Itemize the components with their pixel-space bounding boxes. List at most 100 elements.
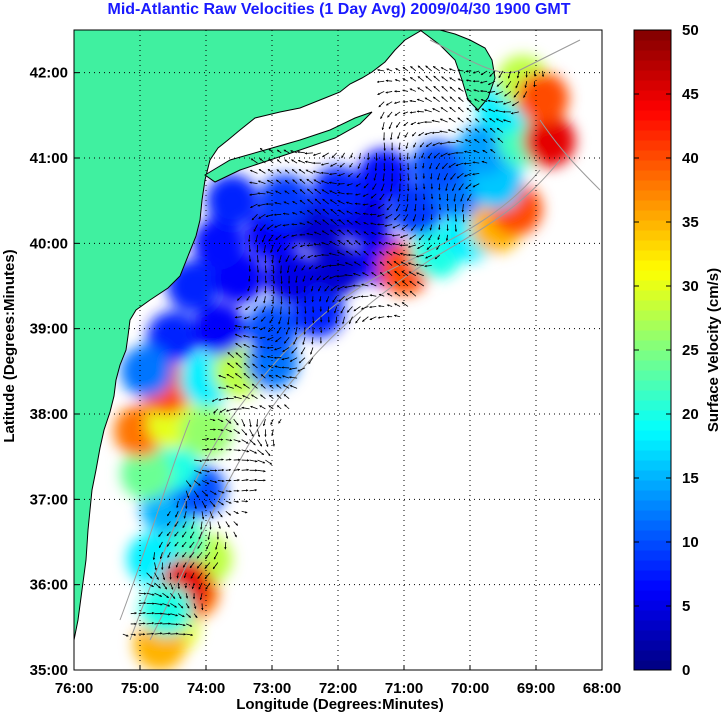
velocity-arrow xyxy=(250,158,258,164)
velocity-arrow xyxy=(243,316,250,320)
velocity-arrow xyxy=(330,229,337,236)
velocity-arrow xyxy=(297,367,306,372)
velocity-arrow xyxy=(166,541,171,547)
velocity-arrow xyxy=(236,295,242,301)
velocity-arrow xyxy=(440,107,448,113)
velocity-arrow xyxy=(225,468,232,472)
velocity-arrow xyxy=(242,334,250,338)
velocity-arrow xyxy=(387,271,393,277)
velocity-arrow xyxy=(321,189,329,195)
velocity-arrow xyxy=(185,603,190,609)
y-tick-label: 38:00 xyxy=(30,406,68,423)
velocity-arrow xyxy=(255,234,258,243)
velocity-arrow xyxy=(446,214,450,222)
velocity-arrow xyxy=(198,582,203,590)
velocity-arrow xyxy=(248,255,252,263)
velocity-arrow xyxy=(209,448,217,451)
velocity-arrow xyxy=(380,111,385,120)
field-cell xyxy=(312,242,364,295)
velocity-arrow xyxy=(399,173,402,182)
velocity-arrow xyxy=(354,220,361,225)
velocity-arrow xyxy=(402,78,409,82)
velocity-arrow xyxy=(298,169,306,174)
velocity-arrow xyxy=(346,210,353,215)
colorbar-band xyxy=(634,470,671,481)
velocity-arrow xyxy=(201,490,209,497)
velocity-arrow xyxy=(407,244,416,248)
velocity-arrow xyxy=(415,263,424,267)
colorbar-band xyxy=(634,620,671,631)
velocity-arrow xyxy=(430,193,434,200)
velocity-arrow xyxy=(217,511,223,518)
colorbar-tick-label: 40 xyxy=(682,150,699,167)
velocity-arrow xyxy=(344,273,353,277)
velocity-arrow xyxy=(209,480,218,484)
velocity-arrow xyxy=(302,337,306,346)
velocity-arrow xyxy=(276,326,282,334)
velocity-arrow xyxy=(280,275,283,285)
colorbar-band xyxy=(634,560,671,571)
velocity-arrow xyxy=(262,419,266,427)
velocity-arrow xyxy=(260,355,266,359)
velocity-arrow xyxy=(291,244,298,249)
velocity-arrow xyxy=(286,265,290,274)
velocity-arrow xyxy=(175,562,179,568)
colorbar-band xyxy=(634,290,671,301)
velocity-arrow xyxy=(457,69,464,72)
velocity-arrow xyxy=(308,265,314,270)
y-tick-label: 37:00 xyxy=(30,491,68,508)
bathymetry-contour xyxy=(119,419,191,621)
velocity-arrow xyxy=(481,160,488,164)
velocity-arrow xyxy=(249,429,254,437)
velocity-arrow xyxy=(209,511,214,519)
velocity-arrow xyxy=(294,326,298,336)
velocity-arrow xyxy=(424,132,432,136)
velocity-arrow xyxy=(417,87,425,92)
colorbar-band xyxy=(634,510,671,521)
x-tick-label: 71:00 xyxy=(385,680,423,697)
velocity-arrow xyxy=(186,633,194,637)
velocity-arrow xyxy=(193,613,198,619)
velocity-arrow xyxy=(263,244,266,254)
velocity-arrow xyxy=(510,111,519,115)
velocity-arrow xyxy=(259,147,266,154)
long-island xyxy=(204,111,373,183)
plot-area xyxy=(74,30,602,670)
velocity-arrow xyxy=(217,448,224,451)
velocity-arrow xyxy=(445,183,448,192)
velocity-arrow xyxy=(392,242,401,246)
velocity-arrow xyxy=(479,80,488,84)
velocity-arrow xyxy=(439,130,448,133)
velocity-arrow xyxy=(472,183,480,188)
velocity-arrow xyxy=(249,459,258,463)
velocity-arrow xyxy=(251,345,258,348)
colorbar-tick-label: 20 xyxy=(682,406,699,423)
velocity-arrow xyxy=(291,347,298,354)
velocity-arrow xyxy=(274,224,282,228)
velocity-arrow xyxy=(369,294,377,297)
velocity-arrow xyxy=(213,552,219,560)
velocity-arrow xyxy=(302,275,306,282)
x-tick-label: 72:00 xyxy=(319,680,357,697)
velocity-arrow xyxy=(419,142,425,148)
velocity-arrow xyxy=(170,603,177,608)
velocity-arrow xyxy=(434,254,440,260)
velocity-arrow xyxy=(432,142,440,146)
velocity-arrow xyxy=(178,623,186,627)
velocity-arrow xyxy=(168,562,171,569)
velocity-arrow xyxy=(217,490,225,494)
velocity-arrow xyxy=(206,541,211,550)
velocity-arrow xyxy=(416,98,424,103)
velocity-arrow xyxy=(402,291,409,297)
velocity-arrow xyxy=(314,220,322,225)
velocity-arrow xyxy=(266,336,274,341)
velocity-arrow xyxy=(461,204,464,213)
velocity-arrow xyxy=(261,234,266,243)
velocity-arrow xyxy=(227,352,234,358)
velocity-arrow xyxy=(266,179,274,184)
velocity-arrow xyxy=(399,163,402,172)
velocity-arrow xyxy=(449,77,456,82)
velocity-arrow xyxy=(449,86,456,92)
velocity-arrow xyxy=(295,275,298,284)
velocity-arrow xyxy=(381,122,385,131)
